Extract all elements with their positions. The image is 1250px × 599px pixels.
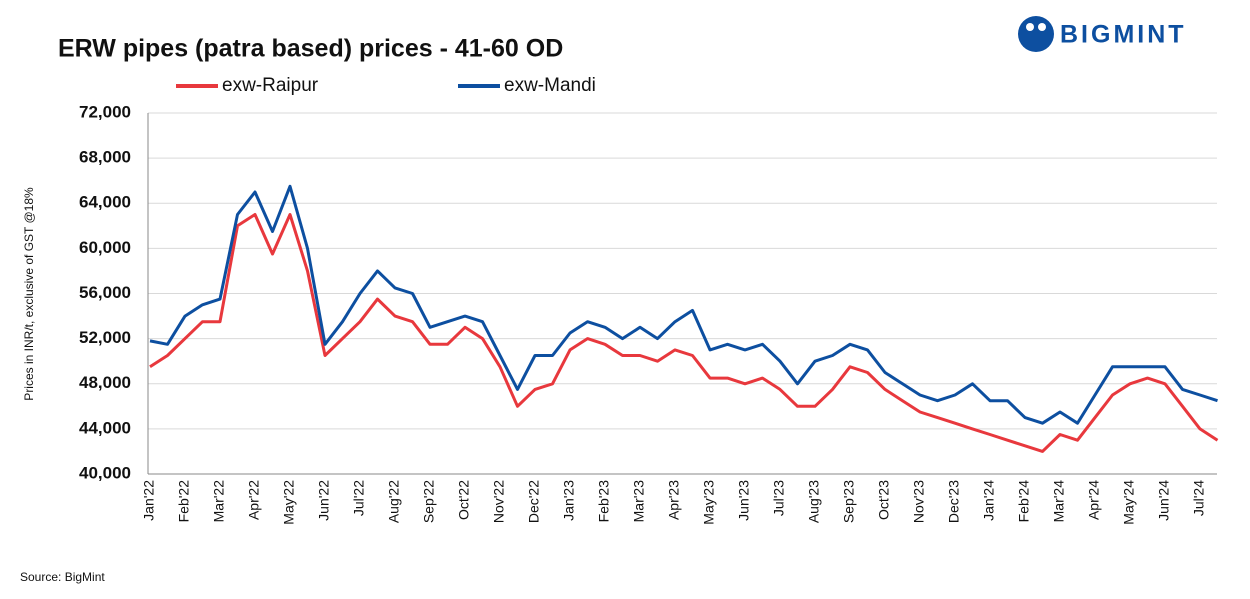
- x-tick-label: May'24: [1121, 480, 1137, 525]
- x-tick-label: Feb'24: [1016, 480, 1032, 523]
- logo-text: BIGMINT: [1060, 21, 1187, 49]
- x-tick-label: Oct'23: [876, 480, 892, 520]
- source: Source: BigMint: [20, 570, 105, 584]
- y-tick-label: 56,000: [79, 283, 131, 302]
- x-tick-label: May'23: [701, 480, 717, 525]
- x-tick-label: Jun'24: [1156, 480, 1172, 521]
- x-tick-label: Nov'22: [491, 480, 507, 523]
- x-tick-label: Oct'22: [456, 480, 472, 520]
- x-tick-label: Jan'24: [981, 480, 997, 521]
- x-tick-label: Jun'23: [736, 480, 752, 521]
- y-tick-label: 52,000: [79, 328, 131, 347]
- x-tick-label: Jan'23: [561, 480, 577, 521]
- x-tick-label: Feb'22: [176, 480, 192, 523]
- x-tick-label: Mar'23: [631, 480, 647, 523]
- x-tick-label: Dec'23: [946, 480, 962, 523]
- x-tick-label: Jun'22: [316, 480, 332, 521]
- logo-icon: [1026, 23, 1034, 31]
- x-tick-label: Sep'23: [841, 480, 857, 523]
- x-tick-label: Dec'22: [526, 480, 542, 523]
- x-tick-label: Mar'22: [211, 480, 227, 523]
- x-tick-label: Jul'22: [351, 480, 367, 516]
- x-tick-label: Apr'22: [246, 480, 262, 520]
- logo-icon: [1018, 16, 1054, 52]
- y-axis-title: Prices in INR/t, exclusive of GST @18%: [22, 187, 36, 401]
- x-tick-label: Mar'24: [1051, 480, 1067, 523]
- x-tick-label: Apr'24: [1086, 480, 1102, 520]
- x-tick-label: Aug'23: [806, 480, 822, 523]
- x-tick-label: May'22: [281, 480, 297, 525]
- y-tick-label: 72,000: [79, 102, 131, 121]
- x-tick-label: Nov'23: [911, 480, 927, 523]
- y-tick-label: 60,000: [79, 238, 131, 257]
- x-tick-label: Jan'22: [141, 480, 157, 521]
- y-tick-label: 40,000: [79, 463, 131, 482]
- chart-title: ERW pipes (patra based) prices - 41-60 O…: [58, 35, 563, 63]
- logo: BIGMINT: [1018, 16, 1187, 52]
- y-tick-label: 44,000: [79, 418, 131, 437]
- logo-icon: [1038, 23, 1046, 31]
- x-tick-label: Jul'24: [1191, 480, 1207, 516]
- y-tick-label: 48,000: [79, 373, 131, 392]
- line-series: [149, 184, 1218, 425]
- x-tick-label: Sep'22: [421, 480, 437, 523]
- line-series: [149, 213, 1219, 453]
- x-tick-label: Apr'23: [666, 480, 682, 520]
- y-tick-label: 64,000: [79, 193, 131, 212]
- legend-label: exw-Mandi: [504, 75, 596, 96]
- y-tick-label: 68,000: [79, 148, 131, 167]
- x-tick-label: Jul'23: [771, 480, 787, 516]
- x-tick-label: Aug'22: [386, 480, 402, 523]
- legend-label: exw-Raipur: [222, 75, 319, 96]
- x-tick-label: Feb'23: [596, 480, 612, 523]
